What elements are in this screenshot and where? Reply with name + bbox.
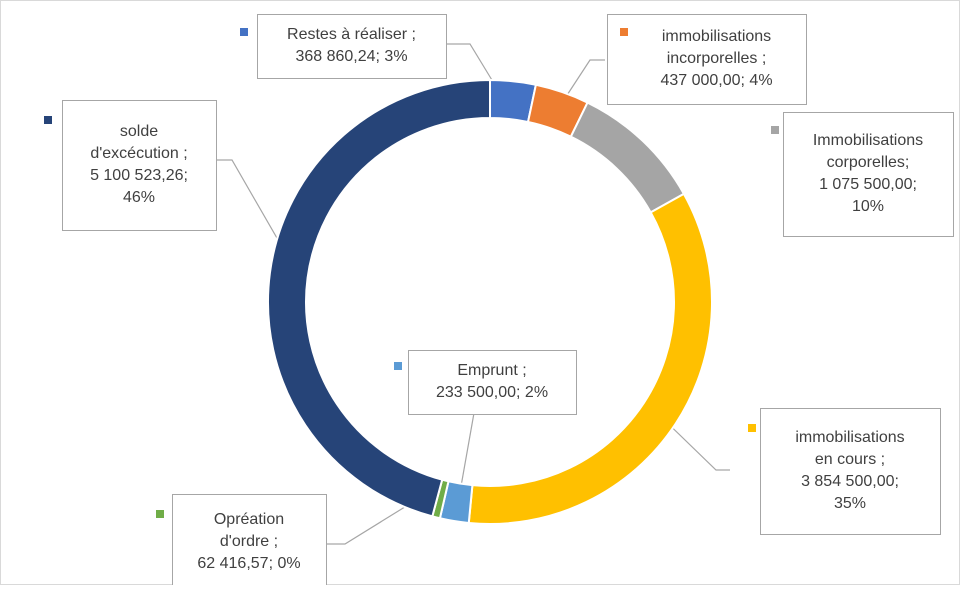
data-label: d'excécution ;: [90, 145, 187, 162]
leader-line: [446, 43, 499, 91]
data-label: immobilisations: [795, 429, 904, 446]
label-marker: [620, 28, 628, 36]
label-marker: [44, 116, 52, 124]
data-label-box: [257, 14, 447, 79]
data-label-box: [408, 350, 577, 415]
data-label: 233 500,00; 2%: [436, 384, 548, 401]
label-marker: [771, 126, 779, 134]
leader-line: [459, 412, 475, 493]
data-label: corporelles;: [827, 154, 910, 171]
data-label: 10%: [852, 198, 884, 215]
data-label: 437 000,00; 4%: [660, 72, 772, 89]
data-label: d'ordre ;: [220, 533, 278, 550]
label-marker: [748, 424, 756, 432]
data-label: Emprunt ;: [457, 362, 526, 379]
label-marker: [394, 362, 402, 370]
data-label-box: [62, 100, 217, 231]
data-label-box: [172, 494, 327, 590]
data-label: immobilisations: [662, 28, 771, 45]
data-label: 1 075 500,00;: [819, 176, 917, 193]
data-label-box: [760, 408, 941, 535]
data-label-box: [783, 112, 954, 237]
data-label: incorporelles ;: [667, 50, 767, 67]
data-label: 3 854 500,00;: [801, 473, 899, 490]
label-marker: [240, 28, 248, 36]
data-label: 46%: [123, 189, 155, 206]
data-label: 35%: [834, 495, 866, 512]
data-label: solde: [120, 123, 158, 140]
data-label: Restes à réaliser ;: [287, 26, 416, 43]
donut-segment: [267, 78, 491, 518]
data-label: Immobilisations: [813, 132, 923, 149]
data-label: Opréation: [214, 511, 284, 528]
data-label: en cours ;: [815, 451, 885, 468]
label-marker: [156, 510, 164, 518]
data-label: 62 416,57; 0%: [197, 555, 300, 572]
data-label: 368 860,24; 3%: [295, 48, 407, 65]
data-label-box: [607, 14, 807, 105]
data-label: 5 100 523,26;: [90, 167, 188, 184]
